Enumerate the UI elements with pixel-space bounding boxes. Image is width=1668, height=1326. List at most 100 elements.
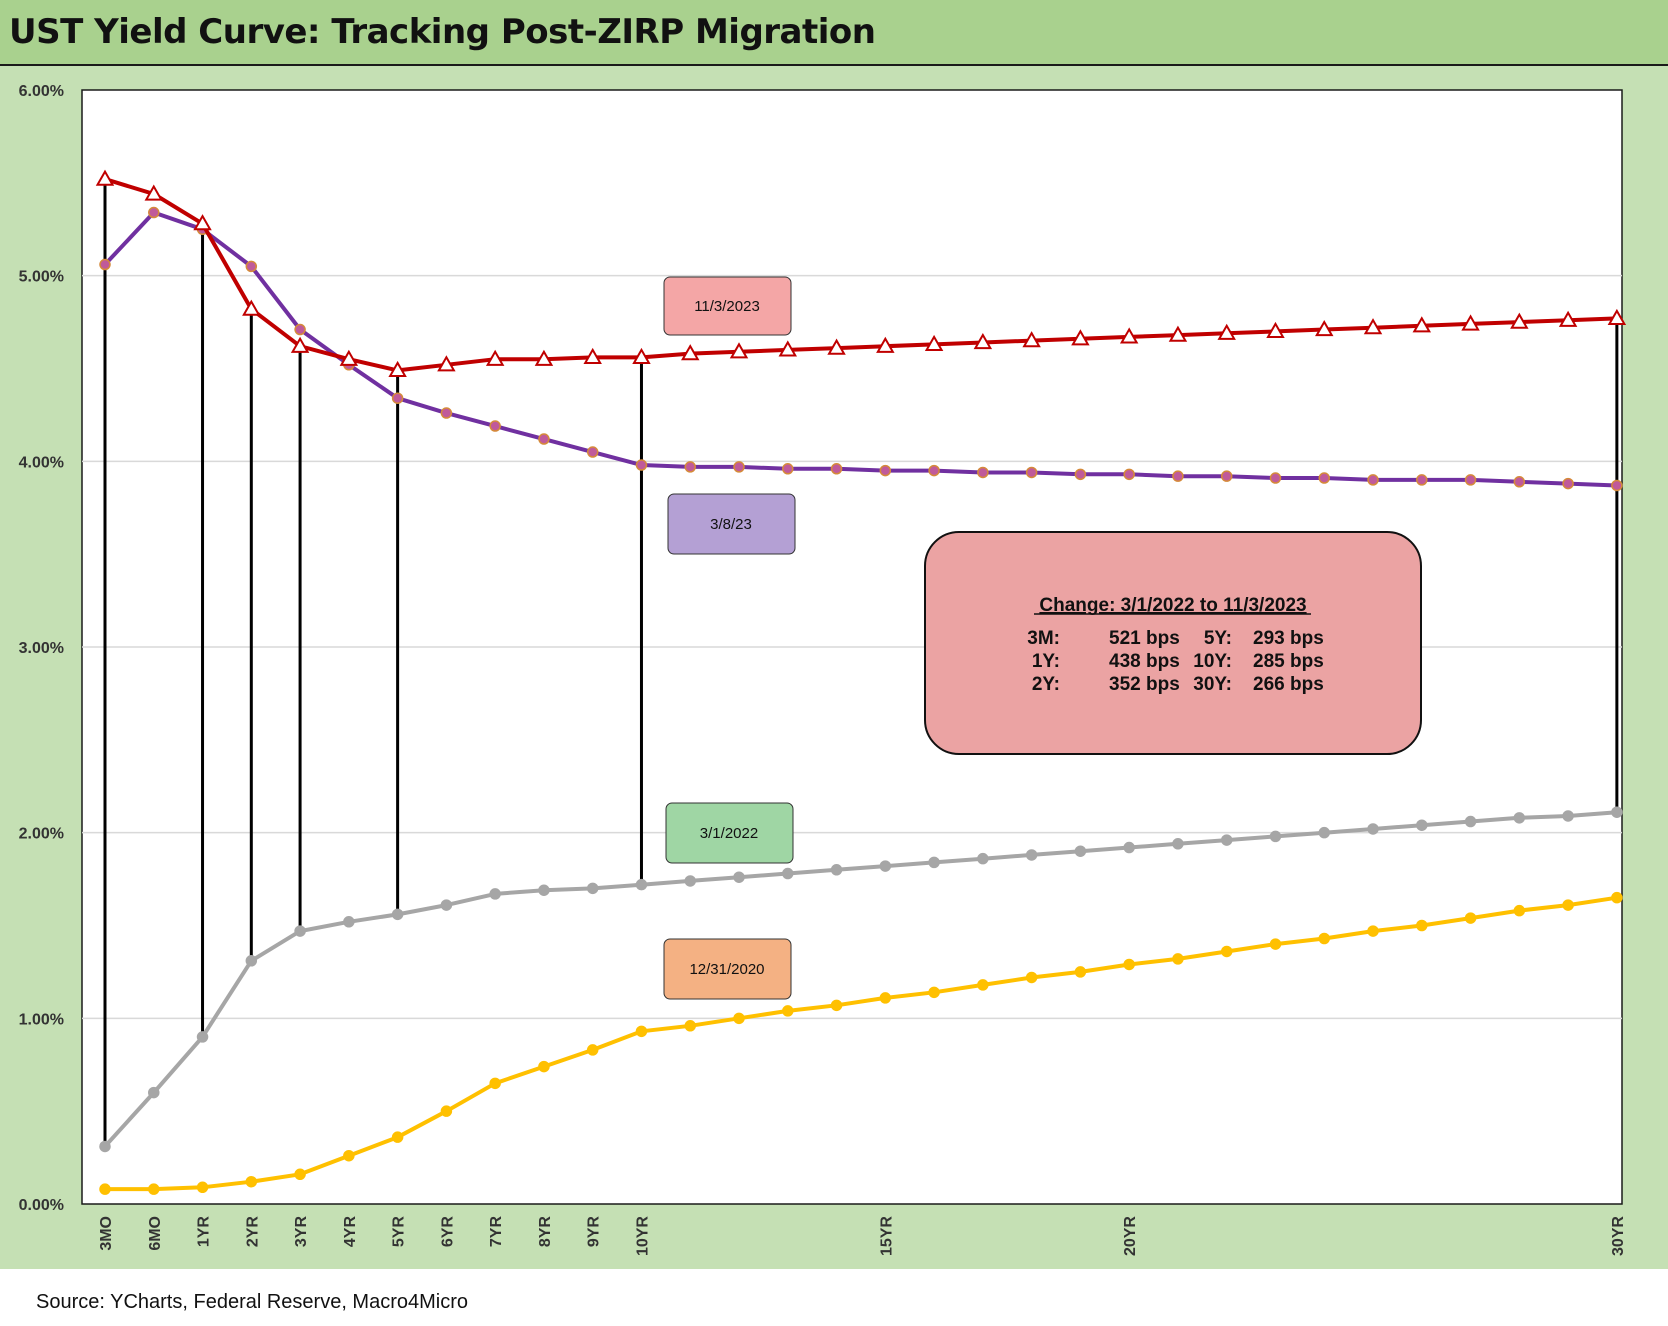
y-tick-label: 1.00% <box>19 1011 64 1028</box>
data-point <box>1025 466 1038 479</box>
data-point <box>1416 919 1428 932</box>
data-point <box>1217 323 1236 340</box>
legend-label-2023-03-08: 3/8/23 <box>710 516 752 533</box>
change-rows: 3M: 521 bps 5Y: 293 bps 1Y: 438 bps 10Y: 285 bp… <box>1027 628 1324 695</box>
data-point <box>830 864 843 876</box>
data-point <box>928 856 940 869</box>
legend-box-2023-11-03: 11/3/2023 <box>663 276 792 336</box>
data-point <box>1168 325 1188 342</box>
data-point <box>733 871 745 883</box>
data-point <box>148 206 160 219</box>
data-point <box>1172 838 1184 850</box>
data-point <box>1607 308 1627 325</box>
data-point <box>879 992 892 1004</box>
change-key: 30Y: <box>1193 674 1232 695</box>
data-point <box>1269 472 1282 484</box>
data-point <box>632 347 651 364</box>
data-point <box>977 466 989 479</box>
x-tick-label: 7YR <box>488 1216 505 1248</box>
data-point <box>1611 806 1623 818</box>
data-point <box>440 407 453 419</box>
y-tick-label: 2.00% <box>19 826 64 843</box>
change-key: 5Y: <box>1204 628 1232 649</box>
data-point <box>1611 891 1623 904</box>
y-tick-label: 4.00% <box>19 454 64 471</box>
data-point <box>1464 474 1477 486</box>
data-point <box>1562 899 1574 911</box>
data-point <box>294 925 306 937</box>
data-point <box>1318 932 1330 945</box>
data-point <box>1367 925 1379 937</box>
change-key: 3M: <box>1027 628 1060 649</box>
data-point <box>538 884 550 896</box>
data-point <box>1562 477 1574 490</box>
data-point <box>1071 329 1090 346</box>
data-point <box>977 979 989 991</box>
data-point <box>148 1183 160 1195</box>
data-point <box>879 464 892 477</box>
series-2023-11-03 <box>95 169 1627 377</box>
data-point <box>1315 319 1334 337</box>
data-point <box>1074 845 1087 857</box>
data-point <box>1123 841 1135 854</box>
data-point <box>1025 849 1038 861</box>
data-point <box>1318 826 1330 839</box>
data-point <box>391 1131 404 1143</box>
y-axis-ticks: 0.00% 1.00% 2.00% 3.00% 4.00% 5.00% 6.00% <box>19 83 64 1214</box>
data-point <box>144 184 163 201</box>
change-key: 10Y: <box>1193 651 1232 672</box>
data-point <box>782 1005 794 1017</box>
data-point <box>242 299 261 316</box>
data-point <box>1461 314 1480 331</box>
data-point <box>1074 468 1087 481</box>
data-point <box>1269 830 1282 843</box>
data-point <box>440 1105 453 1117</box>
series-line-2022-03-01 <box>103 810 1618 1148</box>
data-point <box>1318 472 1330 484</box>
data-point <box>193 214 212 231</box>
data-point <box>733 1012 745 1025</box>
source-note: Source: YCharts, Federal Reserve, Macro4… <box>36 1291 469 1313</box>
data-point <box>1220 834 1233 846</box>
data-point <box>294 1168 306 1181</box>
chart-title: UST Yield Curve: Tracking Post-ZIRP Migr… <box>9 12 876 52</box>
change-value: 521 bps <box>1109 628 1180 649</box>
data-point <box>1510 312 1529 329</box>
data-point <box>635 459 648 471</box>
data-point <box>1513 476 1526 488</box>
data-point <box>148 1086 160 1099</box>
data-point <box>1119 327 1139 344</box>
data-point <box>99 1140 111 1153</box>
change-key: 2Y: <box>1032 674 1060 695</box>
y-tick-label: 5.00% <box>19 269 64 286</box>
data-point <box>245 1175 258 1188</box>
change-value: 266 bps <box>1253 674 1324 695</box>
data-point <box>778 340 798 357</box>
data-point <box>1412 316 1432 333</box>
change-value: 352 bps <box>1109 674 1180 695</box>
series-2023-03-08 <box>99 206 1623 492</box>
title-bar: UST Yield Curve: Tracking Post-ZIRP Migr… <box>0 0 1668 66</box>
series-line-2023-03-08 <box>103 210 1617 488</box>
data-point <box>388 360 407 377</box>
data-point <box>485 349 505 366</box>
x-tick-label: 6MO <box>147 1216 164 1251</box>
data-point <box>437 355 456 372</box>
data-point <box>294 323 306 336</box>
data-point <box>538 433 550 445</box>
data-point <box>830 463 843 475</box>
data-point <box>782 867 794 880</box>
data-point <box>879 860 892 872</box>
x-tick-label: 6YR <box>439 1216 456 1248</box>
data-point <box>729 342 749 359</box>
data-point <box>681 344 700 361</box>
data-point <box>782 463 794 475</box>
data-point <box>343 916 355 928</box>
data-point <box>343 1149 355 1162</box>
legend-box-2020-12-31: 12/31/2020 <box>663 938 792 1000</box>
data-point <box>876 336 895 353</box>
data-point <box>684 1020 696 1032</box>
source-bar <box>0 1269 1668 1326</box>
data-point <box>1367 474 1379 486</box>
